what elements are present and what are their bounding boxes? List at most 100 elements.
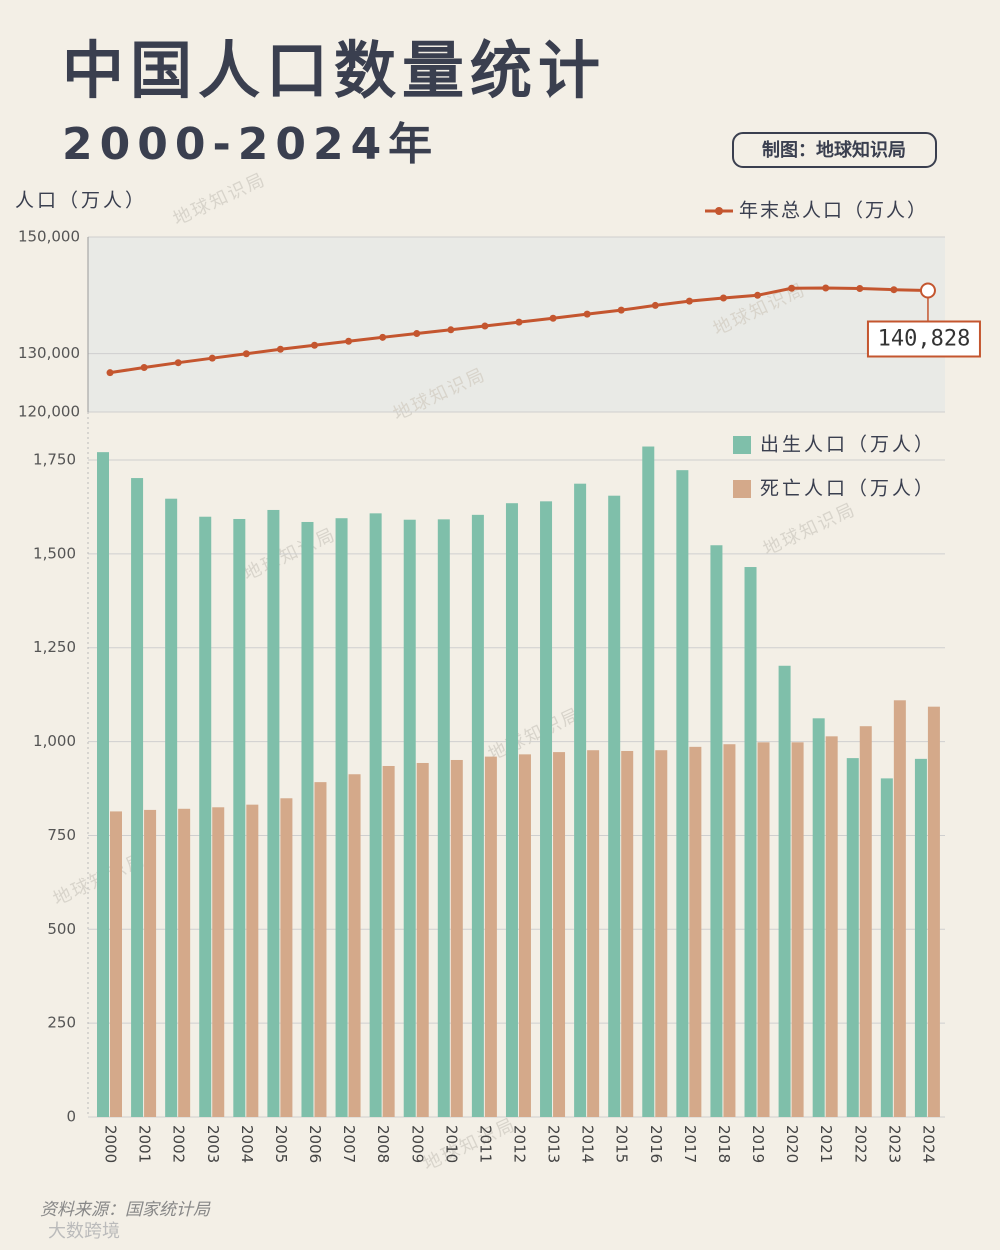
bar bbox=[165, 498, 178, 1117]
bar bbox=[540, 501, 553, 1117]
point bbox=[311, 341, 319, 349]
x-tick-label: 2001 bbox=[136, 1125, 154, 1163]
bar bbox=[144, 809, 157, 1117]
x-tick-label: 2009 bbox=[408, 1125, 426, 1163]
bar bbox=[914, 758, 927, 1117]
bar bbox=[859, 726, 872, 1117]
bar bbox=[110, 811, 122, 1117]
bar bbox=[212, 807, 225, 1117]
point bbox=[919, 282, 936, 299]
point bbox=[583, 310, 591, 318]
point bbox=[719, 294, 727, 302]
point bbox=[276, 345, 284, 353]
legend-label: 出生人口（万人） bbox=[760, 434, 936, 456]
bar bbox=[301, 521, 314, 1117]
bar bbox=[880, 778, 893, 1117]
x-tick-label: 2000 bbox=[102, 1125, 120, 1163]
bar bbox=[655, 750, 668, 1117]
bar bbox=[574, 483, 587, 1117]
x-tick-label: 2004 bbox=[238, 1125, 256, 1163]
bar bbox=[676, 470, 689, 1118]
bar bbox=[369, 513, 382, 1117]
y2-tick-label: 130,000 bbox=[18, 344, 80, 362]
y-tick-label: 1,250 bbox=[33, 638, 76, 656]
point bbox=[788, 284, 796, 292]
point bbox=[754, 291, 762, 299]
y-tick-label: 750 bbox=[47, 826, 76, 844]
x-tick-label: 2011 bbox=[476, 1125, 494, 1163]
x-tick-label: 2015 bbox=[613, 1125, 631, 1163]
legend-swatch bbox=[733, 436, 751, 454]
point bbox=[822, 284, 830, 292]
bar bbox=[505, 503, 518, 1117]
bar bbox=[553, 752, 566, 1117]
bar bbox=[267, 509, 280, 1117]
x-tick-label: 2012 bbox=[511, 1125, 529, 1163]
label-box bbox=[866, 320, 981, 358]
bar bbox=[846, 758, 859, 1117]
point bbox=[413, 330, 421, 338]
y-tick-label: 1,000 bbox=[33, 732, 76, 750]
bar bbox=[450, 759, 463, 1117]
x-tick-label: 2003 bbox=[204, 1125, 222, 1163]
x-tick-label: 2017 bbox=[681, 1125, 699, 1163]
bar bbox=[382, 765, 395, 1117]
x-tick-label: 2002 bbox=[170, 1125, 188, 1163]
point bbox=[208, 354, 216, 362]
legend-swatch bbox=[715, 207, 723, 215]
bar bbox=[723, 744, 736, 1117]
bar bbox=[437, 519, 450, 1117]
bar bbox=[484, 756, 497, 1117]
bar bbox=[689, 746, 702, 1117]
bar bbox=[471, 514, 484, 1117]
x-tick-label: 2010 bbox=[442, 1125, 460, 1163]
bar bbox=[744, 567, 757, 1117]
x-tick-label: 2005 bbox=[272, 1125, 290, 1163]
bar bbox=[280, 798, 293, 1117]
y-tick-label: 1,500 bbox=[33, 544, 76, 562]
bar bbox=[893, 700, 906, 1117]
point bbox=[856, 284, 864, 292]
legend-label: 年末总人口（万人） bbox=[739, 200, 928, 222]
x-tick-label: 2021 bbox=[817, 1125, 835, 1163]
bar bbox=[621, 750, 634, 1117]
bar bbox=[246, 804, 259, 1117]
point bbox=[174, 359, 182, 367]
bar bbox=[710, 545, 723, 1117]
bar bbox=[778, 665, 791, 1117]
point bbox=[106, 369, 114, 377]
point bbox=[549, 314, 557, 322]
logo-watermark: 大数跨境 bbox=[48, 1221, 120, 1242]
y2-tick-label: 120,000 bbox=[18, 403, 80, 421]
bar bbox=[199, 516, 212, 1117]
x-tick-label: 2006 bbox=[306, 1125, 324, 1163]
point bbox=[140, 364, 148, 372]
point bbox=[481, 322, 489, 330]
y-tick-label: 0 bbox=[66, 1108, 76, 1126]
y-tick-label: 250 bbox=[47, 1014, 76, 1032]
point bbox=[447, 326, 455, 334]
bar bbox=[791, 742, 804, 1117]
point bbox=[379, 333, 387, 341]
y2-tick-label: 150,000 bbox=[18, 228, 80, 246]
bar bbox=[416, 762, 429, 1117]
bar bbox=[642, 446, 655, 1117]
x-tick-label: 2022 bbox=[851, 1125, 869, 1163]
x-tick-label: 2013 bbox=[545, 1125, 563, 1163]
x-tick-label: 2024 bbox=[919, 1125, 937, 1163]
point bbox=[515, 318, 523, 326]
bar bbox=[587, 750, 600, 1117]
y-axis-label: 人口（万人） bbox=[15, 190, 147, 212]
bar bbox=[348, 774, 361, 1117]
point bbox=[617, 306, 625, 314]
bar bbox=[403, 519, 416, 1117]
y-tick-label: 500 bbox=[47, 920, 76, 938]
x-tick-label: 2016 bbox=[647, 1125, 665, 1163]
point bbox=[890, 286, 898, 294]
bar bbox=[927, 706, 940, 1117]
x-tick-label: 2023 bbox=[885, 1125, 903, 1163]
chart-subtitle: 2000-2024年 bbox=[62, 119, 439, 170]
chart-title: 中国人口数量统计 bbox=[62, 34, 606, 107]
legend-swatch bbox=[733, 480, 751, 498]
